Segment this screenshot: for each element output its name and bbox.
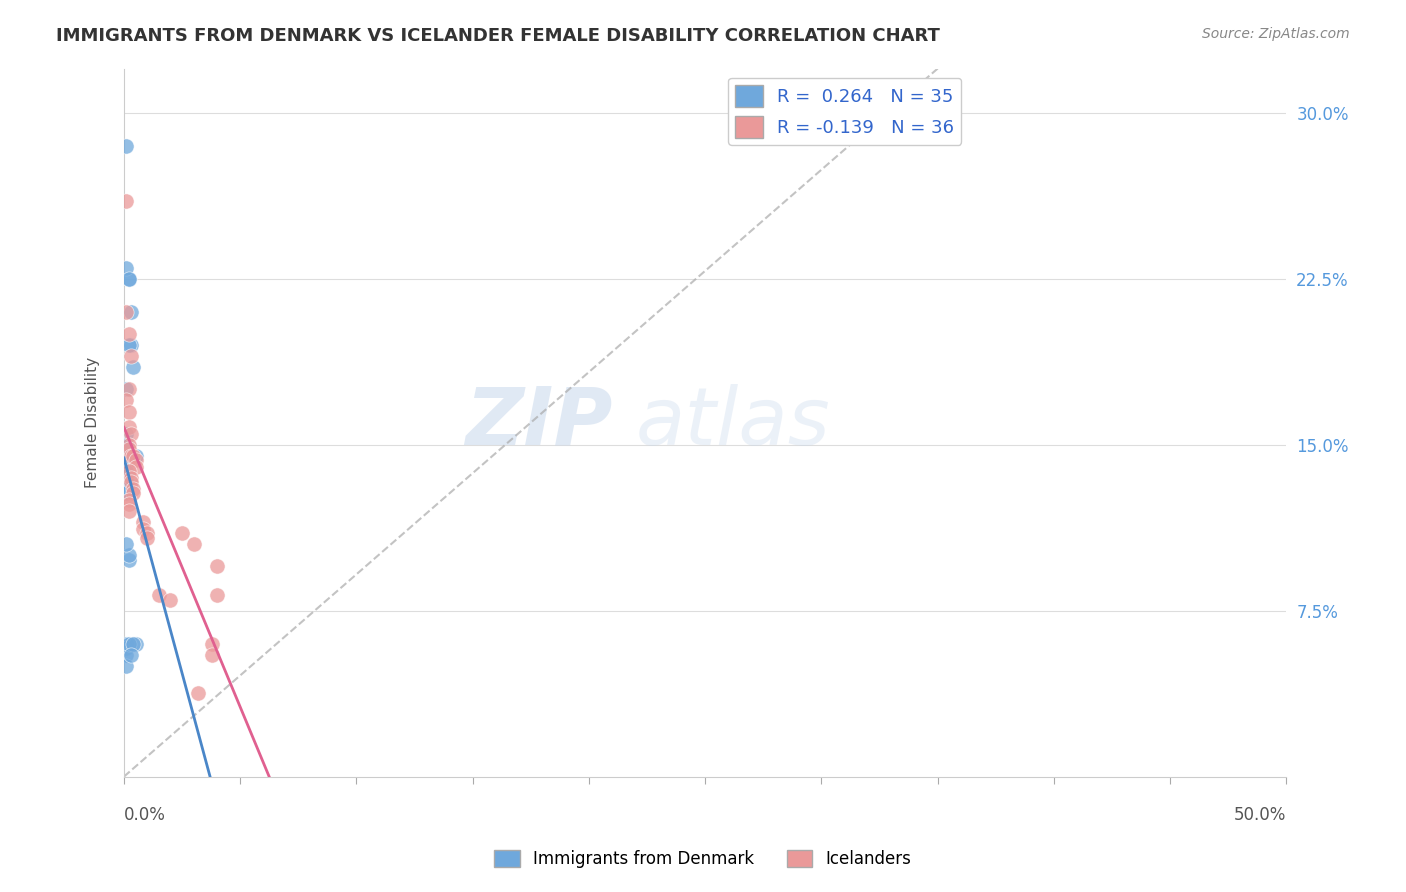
Point xyxy=(159,592,181,607)
Point xyxy=(115,383,138,397)
Point xyxy=(136,526,159,541)
Point xyxy=(115,486,138,500)
Point xyxy=(115,442,138,457)
Point xyxy=(115,482,138,496)
Point xyxy=(115,305,138,319)
Point xyxy=(115,468,138,483)
Legend: Immigrants from Denmark, Icelanders: Immigrants from Denmark, Icelanders xyxy=(488,843,918,875)
Point xyxy=(117,493,139,508)
Point xyxy=(205,559,228,574)
Point xyxy=(131,515,153,529)
Point xyxy=(117,504,139,518)
Point xyxy=(122,360,145,375)
Point xyxy=(117,498,139,512)
Point xyxy=(115,659,138,673)
Point xyxy=(122,637,145,651)
Point xyxy=(117,464,139,478)
Point xyxy=(115,449,138,463)
Point xyxy=(115,641,138,656)
Point xyxy=(120,349,142,363)
Text: 0.0%: 0.0% xyxy=(124,806,166,824)
Point xyxy=(115,438,138,452)
Text: atlas: atlas xyxy=(636,384,830,461)
Point xyxy=(115,139,138,153)
Point xyxy=(120,426,142,441)
Point xyxy=(124,453,146,467)
Text: ZIP: ZIP xyxy=(465,384,612,461)
Legend: R =  0.264   N = 35, R = -0.139   N = 36: R = 0.264 N = 35, R = -0.139 N = 36 xyxy=(728,78,962,145)
Point xyxy=(115,455,138,469)
Point xyxy=(115,393,138,408)
Point xyxy=(117,271,139,285)
Point xyxy=(120,338,142,352)
Point xyxy=(117,637,139,651)
Point xyxy=(124,637,146,651)
Y-axis label: Female Disability: Female Disability xyxy=(86,357,100,488)
Point xyxy=(122,449,145,463)
Point xyxy=(117,420,139,434)
Point xyxy=(187,685,209,699)
Point xyxy=(120,475,142,490)
Point xyxy=(117,327,139,342)
Point xyxy=(115,459,138,474)
Point xyxy=(115,537,138,551)
Point xyxy=(117,442,139,457)
Point xyxy=(115,473,138,487)
Point xyxy=(117,383,139,397)
Point xyxy=(201,637,224,651)
Text: 50.0%: 50.0% xyxy=(1234,806,1286,824)
Point xyxy=(115,637,138,651)
Point xyxy=(120,449,142,463)
Point xyxy=(148,588,170,602)
Point xyxy=(205,588,228,602)
Point xyxy=(115,260,138,275)
Point xyxy=(115,453,138,467)
Point xyxy=(122,486,145,500)
Point xyxy=(115,477,138,491)
Point xyxy=(120,305,142,319)
Point xyxy=(183,537,205,551)
Point xyxy=(136,531,159,545)
Point xyxy=(124,449,146,463)
Point xyxy=(117,271,139,285)
Point xyxy=(117,338,139,352)
Point xyxy=(115,648,138,662)
Point xyxy=(115,426,138,441)
Point xyxy=(120,471,142,485)
Point xyxy=(117,553,139,567)
Point xyxy=(170,526,193,541)
Text: IMMIGRANTS FROM DENMARK VS ICELANDER FEMALE DISABILITY CORRELATION CHART: IMMIGRANTS FROM DENMARK VS ICELANDER FEM… xyxy=(56,27,941,45)
Point xyxy=(131,522,153,536)
Point xyxy=(117,404,139,418)
Text: Source: ZipAtlas.com: Source: ZipAtlas.com xyxy=(1202,27,1350,41)
Point xyxy=(115,464,138,478)
Point xyxy=(117,438,139,452)
Point xyxy=(115,194,138,209)
Point xyxy=(201,648,224,662)
Point xyxy=(115,438,138,452)
Point xyxy=(120,648,142,662)
Point xyxy=(124,459,146,474)
Point xyxy=(122,482,145,496)
Point xyxy=(117,549,139,563)
